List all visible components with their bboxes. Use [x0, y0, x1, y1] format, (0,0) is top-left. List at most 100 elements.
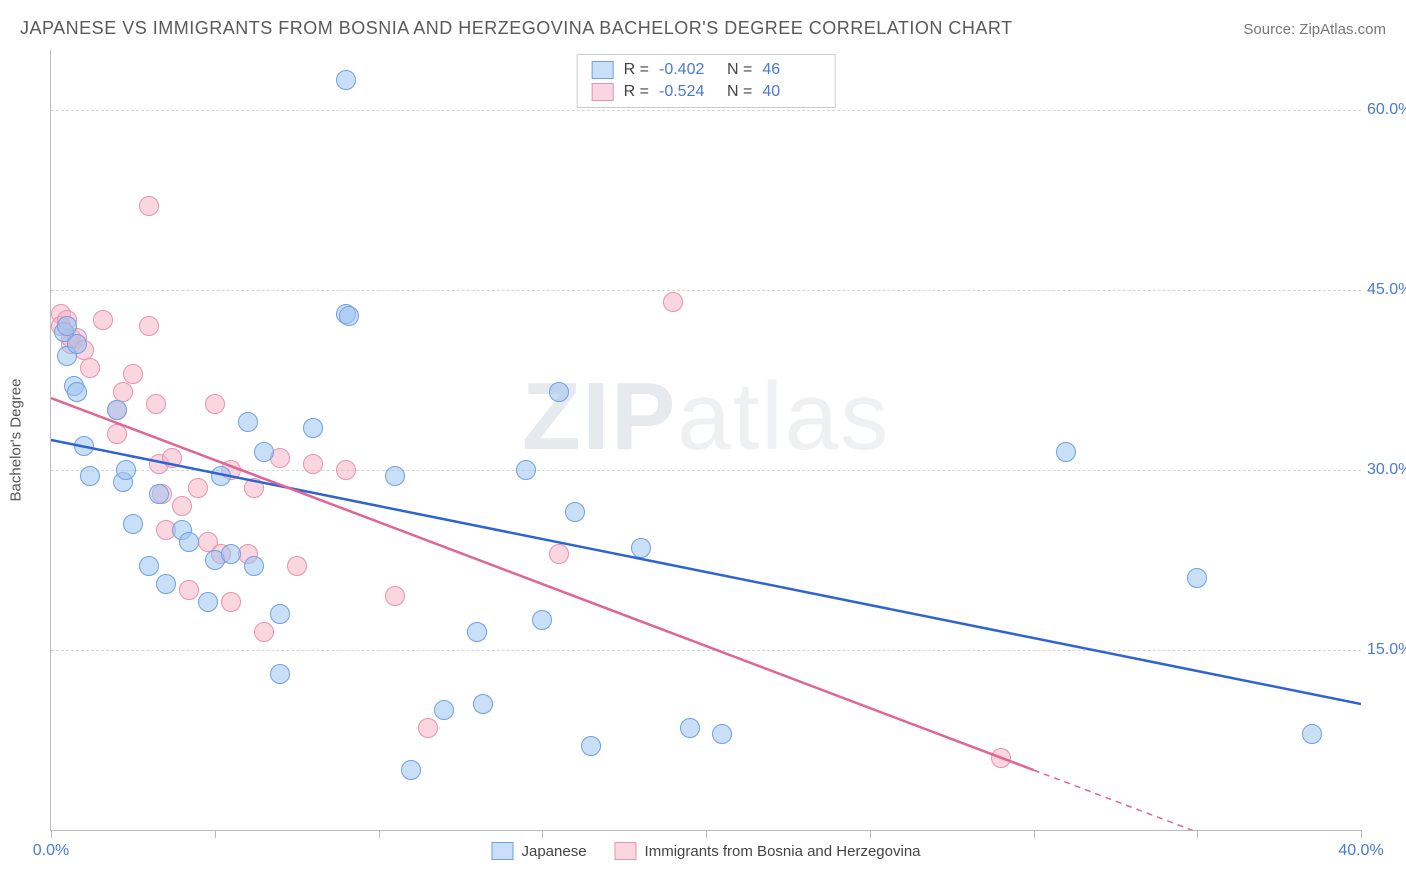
data-point-japanese — [532, 610, 552, 630]
data-point-japanese — [434, 700, 454, 720]
y-tick-label: 60.0% — [1367, 101, 1406, 119]
data-point-japanese — [67, 334, 87, 354]
x-tick — [706, 830, 707, 838]
data-point-bosnia — [991, 748, 1011, 768]
data-point-japanese — [179, 532, 199, 552]
series-legend: Japanese Immigrants from Bosnia and Herze… — [491, 842, 920, 860]
x-tick — [870, 830, 871, 838]
data-point-japanese — [198, 592, 218, 612]
scatter-plot: ZIPatlas Bachelor's Degree R = -0.402N =… — [50, 50, 1361, 831]
data-point-japanese — [581, 736, 601, 756]
data-point-japanese — [57, 316, 77, 336]
data-point-japanese — [244, 556, 264, 576]
data-point-japanese — [270, 604, 290, 624]
data-point-japanese — [211, 466, 231, 486]
data-point-japanese — [631, 538, 651, 558]
gridline — [51, 470, 1361, 471]
legend-item: Immigrants from Bosnia and Herzegovina — [615, 842, 921, 860]
data-point-bosnia — [205, 394, 225, 414]
r-value: -0.524 — [659, 83, 717, 101]
y-tick-label: 45.0% — [1367, 281, 1406, 299]
data-point-japanese — [336, 70, 356, 90]
data-point-japanese — [473, 694, 493, 714]
data-point-bosnia — [113, 382, 133, 402]
data-point-japanese — [339, 306, 359, 326]
data-point-japanese — [139, 556, 159, 576]
data-point-bosnia — [123, 364, 143, 384]
data-point-bosnia — [107, 424, 127, 444]
data-point-bosnia — [93, 310, 113, 330]
legend-swatch — [615, 842, 637, 860]
data-point-bosnia — [80, 358, 100, 378]
watermark: ZIPatlas — [522, 362, 890, 472]
data-point-bosnia — [663, 292, 683, 312]
data-point-japanese — [80, 466, 100, 486]
data-point-bosnia — [221, 592, 241, 612]
data-point-bosnia — [139, 316, 159, 336]
data-point-bosnia — [418, 718, 438, 738]
gridline — [51, 110, 1361, 111]
data-point-japanese — [303, 418, 323, 438]
data-point-bosnia — [179, 580, 199, 600]
data-point-bosnia — [172, 496, 192, 516]
legend-row: R = -0.402N = 46 — [592, 59, 821, 81]
data-point-bosnia — [162, 448, 182, 468]
data-point-japanese — [1187, 568, 1207, 588]
trend-lines — [51, 50, 1361, 830]
legend-swatch — [592, 83, 614, 101]
data-point-japanese — [385, 466, 405, 486]
data-point-japanese — [1302, 724, 1322, 744]
data-point-bosnia — [336, 460, 356, 480]
x-tick — [51, 830, 52, 838]
data-point-japanese — [74, 436, 94, 456]
gridline — [51, 650, 1361, 651]
data-point-japanese — [401, 760, 421, 780]
legend-swatch — [592, 61, 614, 79]
data-point-bosnia — [244, 478, 264, 498]
legend-label: Japanese — [521, 843, 586, 860]
gridline — [51, 290, 1361, 291]
chart-title: JAPANESE VS IMMIGRANTS FROM BOSNIA AND H… — [20, 18, 1013, 39]
data-point-japanese — [565, 502, 585, 522]
data-point-bosnia — [287, 556, 307, 576]
data-point-japanese — [1056, 442, 1076, 462]
data-point-japanese — [270, 664, 290, 684]
data-point-japanese — [107, 400, 127, 420]
data-point-bosnia — [303, 454, 323, 474]
correlation-legend: R = -0.402N = 46R = -0.524N = 40 — [577, 54, 836, 108]
data-point-japanese — [238, 412, 258, 432]
x-tick — [379, 830, 380, 838]
data-point-bosnia — [188, 478, 208, 498]
data-point-bosnia — [139, 196, 159, 216]
data-point-japanese — [221, 544, 241, 564]
x-tick — [1361, 830, 1362, 838]
data-point-bosnia — [549, 544, 569, 564]
x-tick-label: 0.0% — [33, 842, 69, 860]
n-value: 40 — [762, 83, 820, 101]
data-point-japanese — [149, 484, 169, 504]
x-tick — [1034, 830, 1035, 838]
x-tick — [1197, 830, 1198, 838]
legend-item: Japanese — [491, 842, 586, 860]
data-point-bosnia — [146, 394, 166, 414]
data-point-bosnia — [254, 622, 274, 642]
data-point-japanese — [116, 460, 136, 480]
header: JAPANESE VS IMMIGRANTS FROM BOSNIA AND H… — [20, 18, 1386, 39]
data-point-japanese — [712, 724, 732, 744]
data-point-japanese — [123, 514, 143, 534]
x-tick — [215, 830, 216, 838]
data-point-bosnia — [385, 586, 405, 606]
x-tick — [542, 830, 543, 838]
source-link[interactable]: ZipAtlas.com — [1299, 21, 1386, 38]
r-value: -0.402 — [659, 61, 717, 79]
legend-swatch — [491, 842, 513, 860]
source-attribution: Source: ZipAtlas.com — [1243, 21, 1386, 38]
y-tick-label: 15.0% — [1367, 641, 1406, 659]
data-point-japanese — [680, 718, 700, 738]
y-tick-label: 30.0% — [1367, 461, 1406, 479]
data-point-japanese — [467, 622, 487, 642]
n-value: 46 — [762, 61, 820, 79]
x-tick-label: 40.0% — [1338, 842, 1383, 860]
data-point-japanese — [549, 382, 569, 402]
legend-label: Immigrants from Bosnia and Herzegovina — [645, 843, 921, 860]
